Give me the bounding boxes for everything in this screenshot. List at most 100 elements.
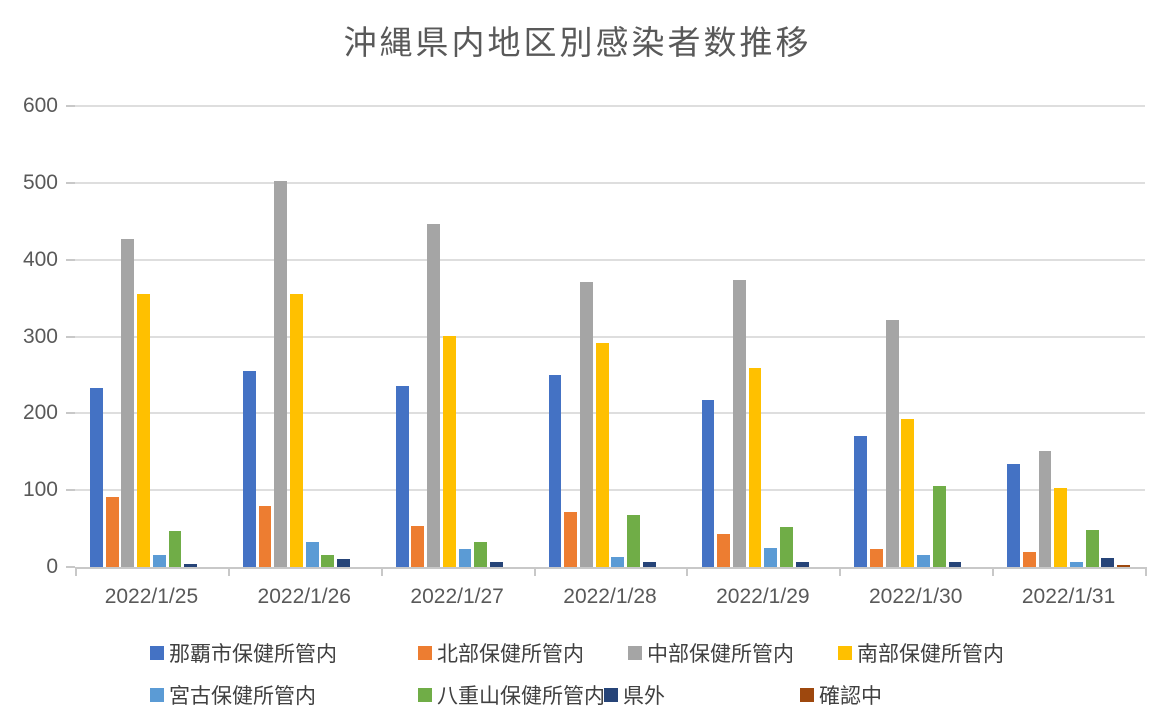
y-axis-tick — [66, 489, 75, 492]
bar — [885, 319, 899, 567]
y-axis-label: 200 — [22, 401, 58, 425]
y-axis-tick — [66, 105, 75, 107]
bar — [795, 561, 809, 567]
bar — [305, 541, 319, 567]
bar — [274, 180, 288, 567]
y-axis-tick — [66, 181, 75, 184]
bar — [121, 238, 135, 567]
gridline — [75, 335, 1145, 338]
x-axis-label: 2022/1/28 — [563, 585, 657, 608]
bar — [1085, 530, 1099, 567]
bar — [948, 561, 962, 567]
y-axis-label: 0 — [46, 555, 58, 578]
bar — [780, 527, 793, 567]
x-axis-label: 2022/1/26 — [257, 585, 351, 608]
x-axis-tick — [839, 569, 842, 576]
y-axis-label: 300 — [22, 324, 58, 348]
y-axis-label: 600 — [22, 94, 58, 117]
x-axis-tick — [533, 569, 536, 576]
gridline — [75, 258, 1145, 261]
bar — [1054, 487, 1068, 567]
bar — [1070, 562, 1083, 567]
legend-swatch-icon — [150, 646, 164, 660]
bar — [458, 548, 472, 567]
bar — [258, 505, 272, 567]
bar — [580, 281, 593, 567]
bar — [748, 368, 762, 567]
y-axis-tick — [66, 566, 75, 568]
legend-item: 那覇市保健所管内 — [150, 641, 337, 666]
legend-label: 八重山保健所管内 — [437, 685, 605, 708]
legend-label: 南部保健所管内 — [857, 643, 1004, 666]
legend-label: 確認中 — [819, 685, 882, 708]
x-axis-line — [75, 567, 1147, 569]
bar — [168, 530, 182, 567]
legend-swatch-icon — [604, 688, 618, 702]
legend-item: 県外 — [604, 683, 665, 708]
bar — [474, 542, 488, 567]
x-axis-tick — [380, 569, 383, 576]
legend-item: 八重山保健所管内 — [418, 683, 605, 708]
legend-item: 南部保健所管内 — [838, 641, 1004, 666]
bar — [290, 294, 303, 567]
x-axis-label: 2022/1/29 — [716, 585, 810, 608]
bar — [337, 558, 350, 567]
x-axis-label: 2022/1/27 — [410, 585, 504, 608]
legend-swatch-icon — [418, 688, 432, 702]
bar — [870, 549, 883, 567]
bar — [717, 533, 730, 567]
bar — [137, 294, 150, 567]
bar — [564, 512, 578, 567]
bar — [548, 374, 562, 567]
bar — [732, 279, 746, 567]
legend-item: 確認中 — [800, 683, 882, 708]
bar — [90, 387, 103, 567]
gridline — [75, 105, 1145, 107]
bar — [242, 371, 256, 567]
bar — [442, 335, 456, 567]
bar — [1022, 552, 1036, 567]
x-axis-tick — [686, 569, 689, 576]
bar — [611, 557, 625, 567]
bar — [1038, 450, 1052, 567]
gridline — [75, 489, 1145, 492]
legend-item: 宮古保健所管内 — [150, 683, 316, 708]
legend-label: 県外 — [623, 685, 665, 708]
bar — [184, 563, 198, 567]
bar — [411, 526, 425, 567]
bar — [854, 436, 868, 567]
bar — [764, 547, 778, 567]
bar — [595, 343, 609, 567]
bar — [642, 561, 656, 567]
legend-label: 宮古保健所管内 — [169, 685, 316, 708]
y-axis-tick — [66, 335, 75, 338]
x-axis-tick — [992, 569, 995, 576]
bar — [105, 497, 119, 567]
x-axis-tick — [75, 569, 77, 576]
y-axis-label: 500 — [22, 170, 58, 194]
bar — [1101, 557, 1115, 567]
x-axis-tick — [227, 569, 230, 576]
legend-label: 中部保健所管内 — [647, 643, 794, 666]
x-axis-tick — [1145, 569, 1147, 576]
chart-title: 沖縄県内地区別感染者数推移 — [343, 24, 812, 61]
bar — [321, 554, 335, 567]
bar — [152, 555, 166, 567]
legend-item: 中部保健所管内 — [628, 641, 794, 666]
legend-swatch-icon — [150, 688, 164, 702]
y-axis-tick — [66, 412, 75, 415]
legend-label: 那覇市保健所管内 — [169, 643, 337, 666]
bar — [901, 419, 915, 567]
gridline — [75, 181, 1145, 184]
bar — [701, 399, 715, 567]
y-axis-tick — [66, 258, 75, 261]
legend-swatch-icon — [800, 688, 814, 702]
bar — [489, 562, 503, 567]
bar — [932, 485, 946, 567]
bar — [627, 514, 640, 567]
legend-swatch-icon — [418, 646, 432, 660]
bar — [395, 385, 409, 567]
x-axis-label: 2022/1/25 — [104, 585, 199, 608]
gridline — [75, 412, 1145, 415]
y-axis-label: 400 — [22, 247, 58, 271]
